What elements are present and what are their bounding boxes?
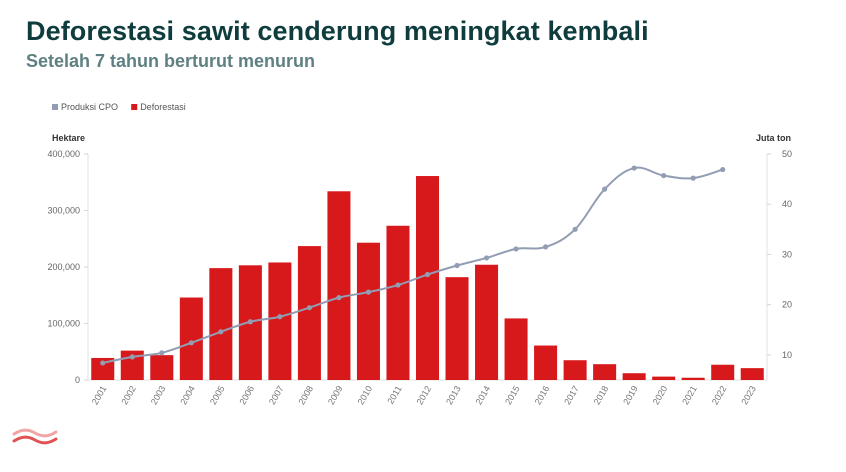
point-produksi-cpo[interactable] xyxy=(513,246,519,252)
x-tick-label: 2022 xyxy=(710,384,729,406)
point-produksi-cpo[interactable] xyxy=(631,165,637,171)
x-tick-label: 2016 xyxy=(533,384,552,406)
y-left-tick-label: 400,000 xyxy=(47,149,80,159)
y-left-tick-label: 300,000 xyxy=(47,206,80,216)
point-produksi-cpo[interactable] xyxy=(602,186,608,192)
bar-deforestasi[interactable] xyxy=(179,297,203,380)
point-produksi-cpo[interactable] xyxy=(336,295,342,301)
bar-deforestasi[interactable] xyxy=(268,262,292,380)
y-right-tick-label: 10 xyxy=(782,350,792,360)
bar-deforestasi[interactable] xyxy=(386,225,410,380)
point-produksi-cpo[interactable] xyxy=(690,175,696,181)
y-right-tick-label: 50 xyxy=(782,149,792,159)
x-tick-label: 2017 xyxy=(562,384,581,406)
point-produksi-cpo[interactable] xyxy=(454,262,460,269)
x-tick-label: 2006 xyxy=(237,384,256,406)
x-tick-label: 2023 xyxy=(739,384,758,406)
bar-deforestasi[interactable] xyxy=(356,242,380,380)
bar-deforestasi[interactable] xyxy=(209,268,233,380)
point-produksi-cpo[interactable] xyxy=(188,340,194,346)
x-tick-label: 2003 xyxy=(149,384,168,406)
x-tick-label: 2018 xyxy=(592,384,611,406)
y-right-tick-label: 40 xyxy=(782,199,792,209)
chart-subtitle: Setelah 7 tahun berturut menurun xyxy=(26,51,316,71)
brand-logo-icon xyxy=(12,428,58,445)
x-tick-label: 2020 xyxy=(651,384,670,406)
point-produksi-cpo[interactable] xyxy=(365,289,372,295)
x-tick-label: 2005 xyxy=(208,384,227,406)
legend-item-label: Deforestasi xyxy=(140,102,186,112)
x-tick-label: 2004 xyxy=(178,384,197,406)
point-produksi-cpo[interactable] xyxy=(129,354,135,360)
point-produksi-cpo[interactable] xyxy=(395,282,401,288)
x-tick-label: 2014 xyxy=(474,384,493,406)
bar-deforestasi[interactable] xyxy=(652,376,676,380)
y-right-tick-label: 20 xyxy=(782,300,792,310)
x-tick-label: 2002 xyxy=(119,384,138,406)
x-tick-label: 2019 xyxy=(621,384,640,406)
y-left-tick-label: 0 xyxy=(75,375,80,385)
x-tick-label: 2015 xyxy=(503,384,522,406)
line-produksi-cpo xyxy=(102,166,724,364)
bar-deforestasi[interactable] xyxy=(740,368,764,380)
bar-deforestasi[interactable] xyxy=(681,377,705,380)
point-produksi-cpo[interactable] xyxy=(159,350,165,356)
point-produksi-cpo[interactable] xyxy=(542,244,549,250)
point-produksi-cpo[interactable] xyxy=(277,314,283,320)
y-right-axis-title: Juta ton xyxy=(756,133,791,143)
legend-item-label: Produksi CPO xyxy=(61,102,118,112)
point-produksi-cpo[interactable] xyxy=(572,226,578,232)
y-left-tick-label: 200,000 xyxy=(47,262,80,272)
point-produksi-cpo[interactable] xyxy=(247,319,253,325)
legend-swatch[interactable] xyxy=(131,104,138,110)
bar-deforestasi[interactable] xyxy=(327,191,351,380)
bar-deforestasi[interactable] xyxy=(445,277,469,380)
y-right-tick-label: 30 xyxy=(782,249,792,259)
bar-deforestasi[interactable] xyxy=(563,360,587,380)
x-tick-label: 2010 xyxy=(356,384,375,406)
bar-deforestasi[interactable] xyxy=(593,364,617,380)
point-produksi-cpo[interactable] xyxy=(483,255,490,261)
chart-title: Deforestasi sawit cenderung meningkat ke… xyxy=(26,16,649,46)
x-tick-label: 2013 xyxy=(444,384,463,406)
point-produksi-cpo[interactable] xyxy=(661,172,667,179)
bar-deforestasi[interactable] xyxy=(297,246,321,380)
point-produksi-cpo[interactable] xyxy=(100,360,106,366)
x-tick-label: 2008 xyxy=(296,384,315,406)
x-tick-label: 2009 xyxy=(326,384,345,406)
bar-deforestasi[interactable] xyxy=(150,355,174,380)
x-tick-label: 2012 xyxy=(415,384,434,406)
bar-deforestasi[interactable] xyxy=(415,176,440,380)
bar-deforestasi[interactable] xyxy=(475,264,499,380)
bar-deforestasi[interactable] xyxy=(711,364,735,380)
legend-swatch[interactable] xyxy=(52,104,58,110)
point-produksi-cpo[interactable] xyxy=(306,305,313,311)
point-produksi-cpo[interactable] xyxy=(218,329,224,335)
x-tick-label: 2011 xyxy=(385,384,403,406)
bar-deforestasi[interactable] xyxy=(91,357,115,380)
y-left-axis-title: Hektare xyxy=(52,133,85,143)
bar-deforestasi[interactable] xyxy=(504,318,528,380)
x-tick-label: 2007 xyxy=(267,384,286,406)
bar-deforestasi[interactable] xyxy=(622,373,646,380)
x-tick-label: 2001 xyxy=(90,384,109,406)
y-left-tick-label: 100,000 xyxy=(47,319,80,329)
bar-deforestasi[interactable] xyxy=(534,345,558,380)
x-tick-label: 2021 xyxy=(680,384,699,406)
point-produksi-cpo[interactable] xyxy=(720,166,726,173)
point-produksi-cpo[interactable] xyxy=(424,271,431,278)
